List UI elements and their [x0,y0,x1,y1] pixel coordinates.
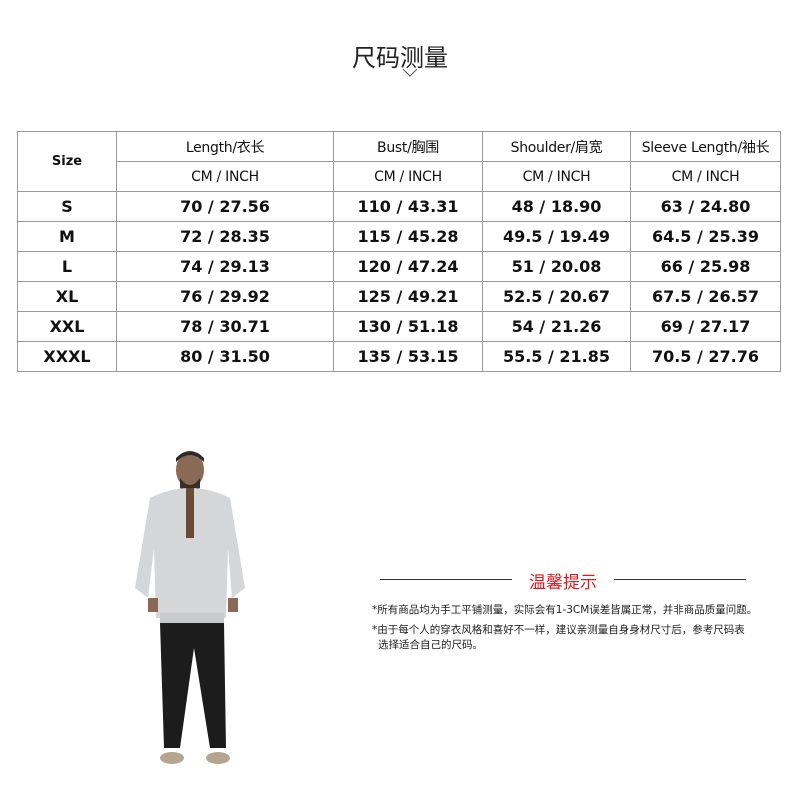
measurement-cell: 74 / 29.13 [116,251,334,282]
unit-header: CM / INCH [116,161,334,192]
measurement-cell: 51 / 20.08 [482,251,631,282]
measurement-cell: 49.5 / 19.49 [482,221,631,252]
chevron-down-icon [402,68,418,77]
size-cell: XXXL [17,341,117,372]
column-header: Shoulder/肩宽 [482,131,631,162]
measurement-cell: 63 / 24.80 [630,191,781,222]
model-photo [135,451,245,764]
size-cell: M [17,221,117,252]
measurement-cell: 55.5 / 21.85 [482,341,631,372]
size-chart-table: Size Length/衣长 Bust/胸围 Shoulder/肩宽 Sleev… [17,131,781,372]
tips-heading: 温馨提示 [380,568,746,593]
measurement-cell: 64.5 / 25.39 [630,221,781,252]
unit-header: CM / INCH [482,161,631,192]
divider [614,579,746,580]
measurement-cell: 115 / 45.28 [333,221,483,252]
measurement-cell: 76 / 29.92 [116,281,334,312]
column-header: Bust/胸围 [333,131,483,162]
table-row: XXXL 80 / 31.50 135 / 53.15 55.5 / 21.85 70.… [17,341,781,372]
table-row: M 72 / 28.35 115 / 45.28 49.5 / 19.49 64.5 /… [17,221,781,252]
tip-line: *所有商品均为手工平铺测量，实际会有1-3CM误差皆属正常，并非商品质量问题。 [372,604,758,616]
measurement-cell: 69 / 27.17 [630,311,781,342]
divider [380,579,512,580]
measurement-cell: 78 / 30.71 [116,311,334,342]
measurement-cell: 120 / 47.24 [333,251,483,282]
measurement-cell: 110 / 43.31 [333,191,483,222]
size-header: Size [17,131,117,192]
size-cell: XL [17,281,117,312]
measurement-cell: 54 / 21.26 [482,311,631,342]
unit-header: CM / INCH [333,161,483,192]
tip-line: *由于每个人的穿衣风格和喜好不一样，建议亲测量自身身材尺寸后，参考尺码表 [372,624,745,636]
measurement-cell: 52.5 / 20.67 [482,281,631,312]
header-row: Size Length/衣长 Bust/胸围 Shoulder/肩宽 Sleev… [17,131,781,192]
column-header: Sleeve Length/袖长 [630,131,781,162]
page-title: 尺码测量 [352,44,448,72]
measurement-cell: 135 / 53.15 [333,341,483,372]
table-row: XL 76 / 29.92 125 / 49.21 52.5 / 20.67 67.5 … [17,281,781,312]
measurement-cell: 48 / 18.90 [482,191,631,222]
measurement-cell: 70.5 / 27.76 [630,341,781,372]
table-row: L 74 / 29.13 120 / 47.24 51 / 20.08 66 / 25.… [17,251,781,282]
column-header: Length/衣长 [116,131,334,162]
measurement-cell: 80 / 31.50 [116,341,334,372]
measurement-cell: 72 / 28.35 [116,221,334,252]
measurement-cell: 66 / 25.98 [630,251,781,282]
size-cell: XXL [17,311,117,342]
table-row: S 70 / 27.56 110 / 43.31 48 / 18.90 63 / 24.… [17,191,781,222]
size-cell: S [17,191,117,222]
size-cell: L [17,251,117,282]
tip-line: 选择适合自己的尺码。 [378,639,483,651]
measurement-cell: 125 / 49.21 [333,281,483,312]
tips-title: 温馨提示 [529,573,597,593]
measurement-cell: 130 / 51.18 [333,311,483,342]
table-row: XXL 78 / 30.71 130 / 51.18 54 / 21.26 69 / 2… [17,311,781,342]
unit-header: CM / INCH [630,161,781,192]
measurement-cell: 70 / 27.56 [116,191,334,222]
measurement-cell: 67.5 / 26.57 [630,281,781,312]
unit-row: CM / INCH CM / INCH CM / INCH CM / INCH [18,161,781,192]
